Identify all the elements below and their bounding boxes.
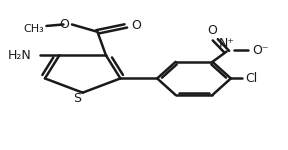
Text: O: O <box>131 20 141 32</box>
Text: O: O <box>207 24 217 37</box>
Text: CH₃: CH₃ <box>23 24 44 34</box>
Text: S: S <box>73 92 81 105</box>
Text: N⁺: N⁺ <box>219 37 235 50</box>
Text: O: O <box>59 18 69 31</box>
Text: H₂N: H₂N <box>7 49 31 62</box>
Text: Cl: Cl <box>245 72 257 85</box>
Text: O⁻: O⁻ <box>252 44 269 57</box>
